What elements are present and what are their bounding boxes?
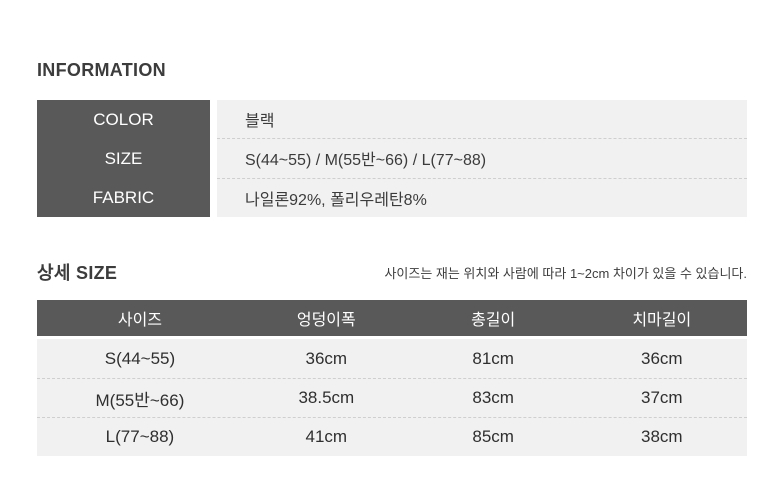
cell-size-label: M(55반~66) — [95, 390, 185, 410]
size-measure-note: 사이즈는 재는 위치와 사람에 따라 1~2cm 차이가 있을 수 있습니다. — [384, 266, 747, 281]
cell-skirt-length: 37cm — [640, 388, 683, 407]
info-value-size: S(44~55) / M(55반~66) / L(77~88) — [217, 138, 747, 178]
info-label-fabric: FABRIC — [92, 187, 155, 207]
size-col-header-hip-width: 엉덩이폭 — [296, 312, 356, 329]
cell-size-label: L(77~88) — [105, 427, 175, 446]
cell-size-label: S(44~55) — [104, 348, 176, 368]
cell-skirt-length: 36cm — [640, 348, 683, 368]
information-table: COLOR SIZE FABRIC 블랙 S(44~55) / M(55반~66… — [37, 100, 747, 217]
info-label-size: SIZE — [104, 148, 143, 168]
detail-size-title: 상세 SIZE — [37, 263, 118, 283]
size-table: 사이즈 엉덩이폭 총길이 치마길이 S(44~55) 36cm 81cm 36c… — [37, 300, 747, 456]
size-col-header-size: 사이즈 — [117, 312, 163, 329]
cell-skirt-length: 38cm — [640, 427, 683, 446]
cell-total-length: 85cm — [472, 427, 514, 446]
size-table-header-row: 사이즈 엉덩이폭 총길이 치마길이 — [37, 300, 747, 336]
size-col-header-total-length: 총길이 — [471, 312, 516, 329]
info-value-color: 블랙 — [217, 100, 747, 139]
cell-hip-width: 38.5cm — [298, 388, 355, 407]
cell-total-length: 83cm — [472, 388, 514, 407]
size-table-row-m: M(55반~66) 38.5cm 83cm 37cm — [37, 378, 747, 417]
detail-size-header: 상세 SIZE 사이즈는 재는 위치와 사람에 따라 1~2cm 차이가 있을 … — [37, 261, 747, 285]
size-col-header-skirt-length: 치마길이 — [632, 312, 692, 329]
information-value-column: 블랙 S(44~55) / M(55반~66) / L(77~88) 나일론92… — [217, 100, 747, 217]
size-table-row-s: S(44~55) 36cm 81cm 36cm — [37, 339, 747, 378]
info-label-color: COLOR — [93, 109, 154, 129]
information-title: INFORMATION — [37, 60, 166, 80]
cell-hip-width: 41cm — [305, 427, 348, 446]
size-table-row-l: L(77~88) 41cm 85cm 38cm — [37, 417, 747, 456]
cell-total-length: 81cm — [472, 348, 514, 368]
cell-hip-width: 36cm — [305, 348, 348, 368]
information-label-column: COLOR SIZE FABRIC — [37, 100, 210, 217]
info-value-fabric: 나일론92%, 폴리우레탄8% — [217, 177, 747, 217]
product-info-page: INFORMATION COLOR SIZE FABRIC 블랙 S(44~55… — [0, 58, 780, 456]
